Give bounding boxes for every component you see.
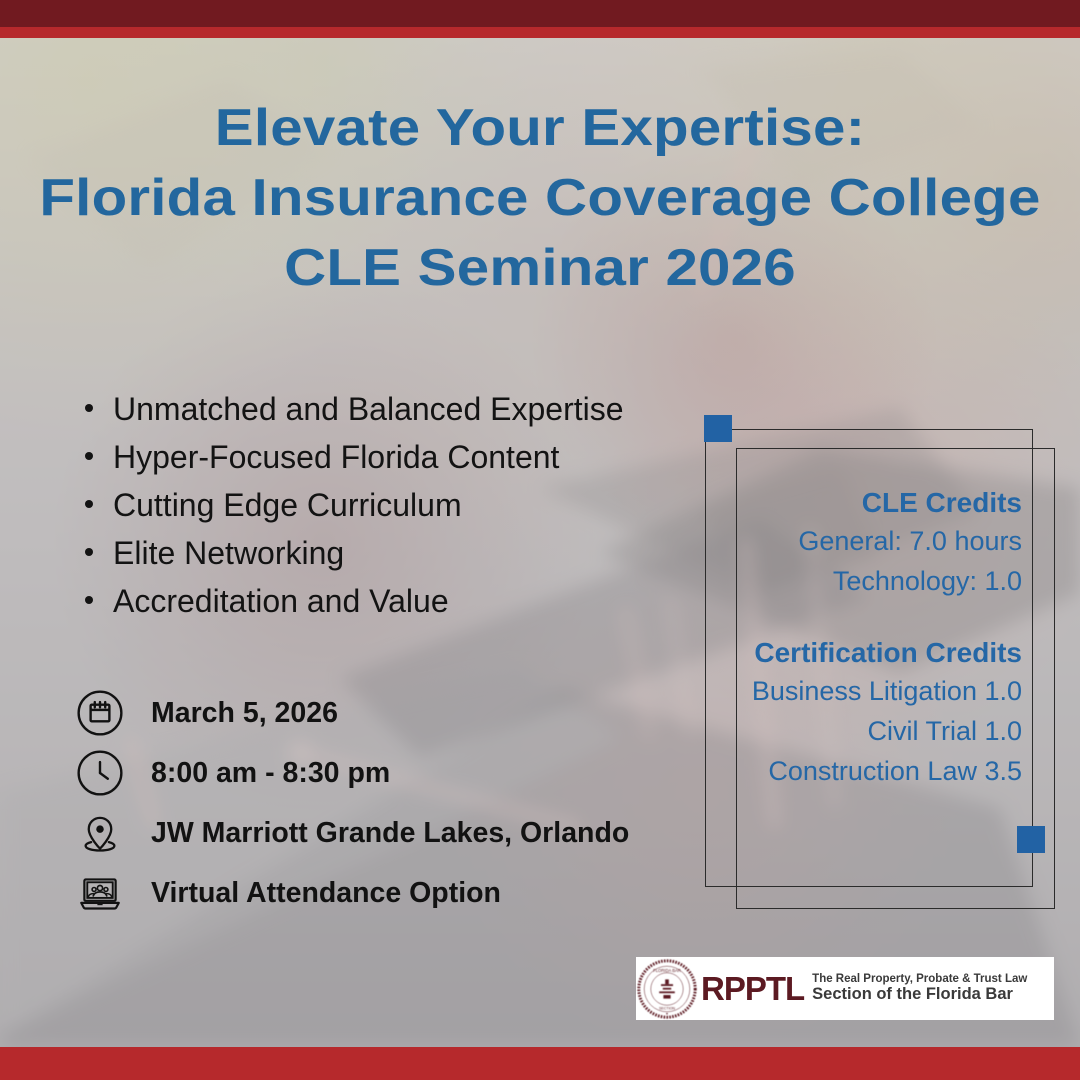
svg-text:FLORIDA BAR: FLORIDA BAR — [653, 968, 681, 973]
svg-text:SECTION: SECTION — [659, 1006, 675, 1010]
svg-text:1939: 1939 — [663, 995, 671, 999]
